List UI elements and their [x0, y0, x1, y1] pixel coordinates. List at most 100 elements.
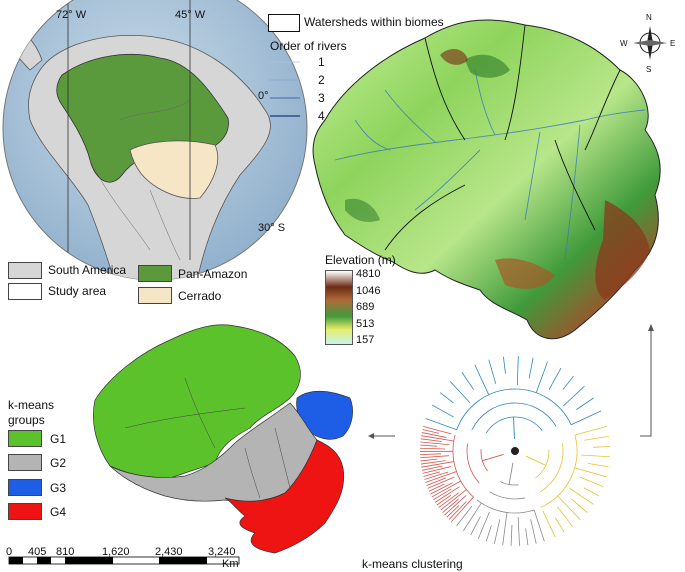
dendrogram-leaf-branch	[516, 356, 519, 386]
dendrogram-leaf-branch	[574, 467, 607, 478]
dendrogram-cluster-arc	[476, 499, 535, 514]
dendrogram-leaf-branch	[424, 471, 449, 480]
dendrogram-leaf-branch	[503, 356, 506, 374]
south-america-swatch	[8, 262, 42, 279]
dendrogram-cluster-arc	[466, 443, 480, 484]
dendrogram-leaf-branch	[425, 471, 457, 483]
dendrogram-cluster-arc	[456, 388, 572, 430]
dendrogram-leaf-branch	[562, 385, 585, 407]
pan-amazon-swatch	[138, 265, 172, 282]
dendrogram-leaf-branch	[423, 471, 440, 477]
elevation-tick-4810: 4810	[356, 268, 381, 280]
dendrogram-leaf-branch	[422, 466, 451, 474]
dendrogram-cluster-stem	[482, 453, 504, 462]
group-g4-region	[224, 439, 345, 554]
dendrogram-leaf-branch	[421, 461, 454, 468]
scale-tick-3240: 3,240	[208, 546, 236, 558]
dendrogram-leaf-branch	[474, 364, 490, 395]
dendrogram-leaf-branch	[592, 446, 610, 448]
dendrogram-leaf-branch	[571, 410, 602, 426]
river-order-4: 4	[318, 109, 325, 123]
dendrogram-leaf-branch	[448, 501, 467, 520]
dendrogram-leaf-branch	[446, 505, 460, 518]
dendrogram-leaf-branch	[420, 438, 442, 442]
group-g4-swatch	[8, 503, 42, 520]
dendrogram-leaf-branch	[493, 519, 501, 544]
dendrogram-leaf-branch	[528, 357, 534, 379]
dendrogram-leaf-branch	[444, 495, 467, 516]
dendrogram-leaf-branch	[422, 429, 440, 434]
river-order-2: 2	[318, 73, 325, 87]
dendrogram-cluster-arc	[541, 434, 578, 508]
dendrogram-leaf-branch	[427, 476, 455, 489]
river-order-1: 1	[318, 55, 325, 69]
compass-e: E	[670, 39, 676, 48]
south-america-label: South America	[48, 263, 127, 277]
dendrogram-leaf-branch	[436, 495, 452, 506]
group-g2-swatch	[8, 454, 42, 471]
kmeans-legend-title-line2: groups	[8, 413, 45, 427]
dendrogram-leaf-branch	[548, 367, 562, 390]
elevation-colorbar	[325, 270, 353, 345]
dendrogram-leaf-branch	[461, 372, 474, 390]
dendrogram-cluster-arc	[471, 402, 557, 431]
dendrogram-leaf-branch	[421, 435, 454, 442]
elevation-tick-157: 157	[356, 334, 375, 346]
pan-amazon-label: Pan-Amazon	[178, 267, 248, 281]
dendrogram-leaf-branch	[463, 502, 482, 531]
dendrogram-leaf-branch	[557, 495, 581, 521]
group-g2-label: G2	[50, 456, 67, 470]
dendrogram-leaf-branch	[562, 375, 574, 390]
dendrogram-cluster-arc	[452, 434, 474, 498]
dendrogram-leaf-branch	[574, 426, 607, 436]
dendrogram-leaf-branch	[442, 498, 459, 513]
watersheds-label: Watersheds within biomes	[304, 15, 444, 29]
compass-n: N	[646, 13, 652, 22]
kmeans-group-map	[93, 324, 353, 554]
dendrogram-leaf-branch	[557, 506, 573, 527]
dendrogram-leaf-branch	[425, 418, 457, 431]
dendrogram-caption: k-means clustering	[362, 557, 463, 571]
river-order-3: 3	[318, 91, 325, 105]
dendrogram-leaf-branch	[477, 511, 490, 539]
dendrogram-leaf-branch	[535, 361, 548, 393]
dendrogram-leaf-branch	[420, 453, 442, 456]
parallel-30s-label: 30° S	[258, 222, 286, 234]
group-g3-swatch	[8, 479, 42, 496]
dendrogram-cluster-stem	[525, 455, 547, 466]
dendrogram-cluster-stem	[513, 417, 515, 440]
dendrogram-leaf-branch	[510, 524, 513, 546]
elevation-tick-689: 689	[356, 301, 375, 313]
dendrogram-leaf-branch	[420, 441, 450, 446]
cerrado-region	[129, 140, 219, 199]
study-area-elevation	[312, 19, 661, 340]
dendrogram-leaf-branch	[449, 381, 471, 404]
dendrogram-leaf-branch	[430, 482, 453, 495]
dendrogram-leaf-branch	[488, 359, 497, 384]
scale-tick-405: 405	[28, 546, 47, 558]
meridian-72w-label: 72° W	[56, 9, 87, 21]
dendrogram-leaf-branch	[555, 517, 565, 533]
study-area-label: Study area	[48, 284, 107, 298]
dendrogram-leaf-branch	[451, 496, 474, 522]
elevation-map	[312, 19, 661, 340]
dendrogram-leaf-branch	[420, 455, 450, 459]
river-order-lines	[270, 61, 300, 117]
meridian-45w-label: 45° W	[175, 9, 206, 21]
dendrogram-leaf-branch	[569, 487, 594, 505]
dendrogram-leaf-branch	[470, 516, 481, 536]
equator-label: 0°	[258, 90, 269, 102]
compass-s: S	[646, 65, 652, 74]
dendrogram-leaf-branch	[421, 465, 443, 471]
dendrogram-leaf-branch	[533, 509, 545, 542]
compass-w: W	[620, 39, 628, 48]
compass-rose-icon	[633, 26, 667, 60]
dendrogram-leaf-branch	[428, 483, 445, 492]
scale-bar	[8, 556, 240, 565]
dendrogram-leaf-branch	[421, 432, 447, 438]
dendrogram-leaf-branch	[440, 489, 467, 511]
dendrogram-leaf-branch	[420, 458, 438, 462]
dendrogram-leaf-branch	[420, 460, 446, 465]
dendrogram-leaf-branch	[485, 525, 492, 542]
dendrogram-leaf-branch	[431, 480, 461, 498]
